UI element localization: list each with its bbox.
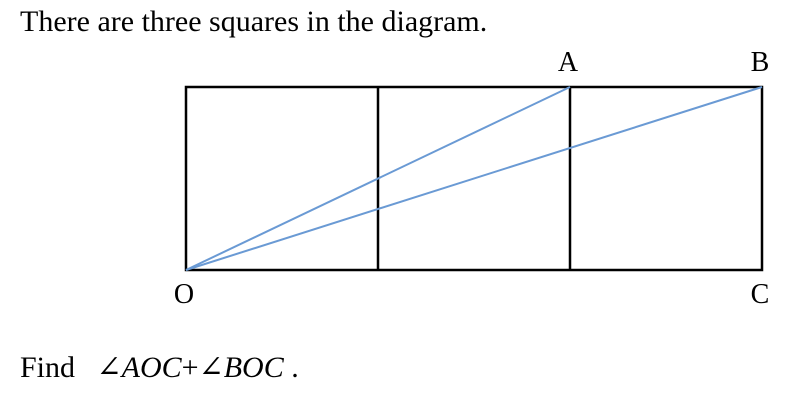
ray-OB	[185, 86, 763, 271]
point-label-C: C	[751, 279, 770, 310]
squares-outline	[184, 85, 764, 272]
ray-OA	[185, 86, 571, 271]
point-label-A: A	[558, 47, 579, 78]
angle-symbol-2: ∠	[198, 351, 224, 384]
intro-text: There are three squares in the diagram.	[20, 5, 488, 38]
point-label-B: B	[751, 47, 770, 78]
point-label-O: O	[174, 279, 194, 310]
question-text: Find ∠AOC+∠BOC .	[20, 350, 299, 386]
question-suffix: .	[291, 351, 299, 384]
plus-sign: +	[181, 351, 199, 384]
question-prefix: Find	[20, 351, 76, 384]
angle-BOC: BOC	[223, 351, 284, 384]
angle-AOC: AOC	[121, 351, 182, 384]
angle-symbol-1: ∠	[96, 351, 122, 384]
angle-expression: ∠AOC+∠BOC	[97, 351, 284, 384]
